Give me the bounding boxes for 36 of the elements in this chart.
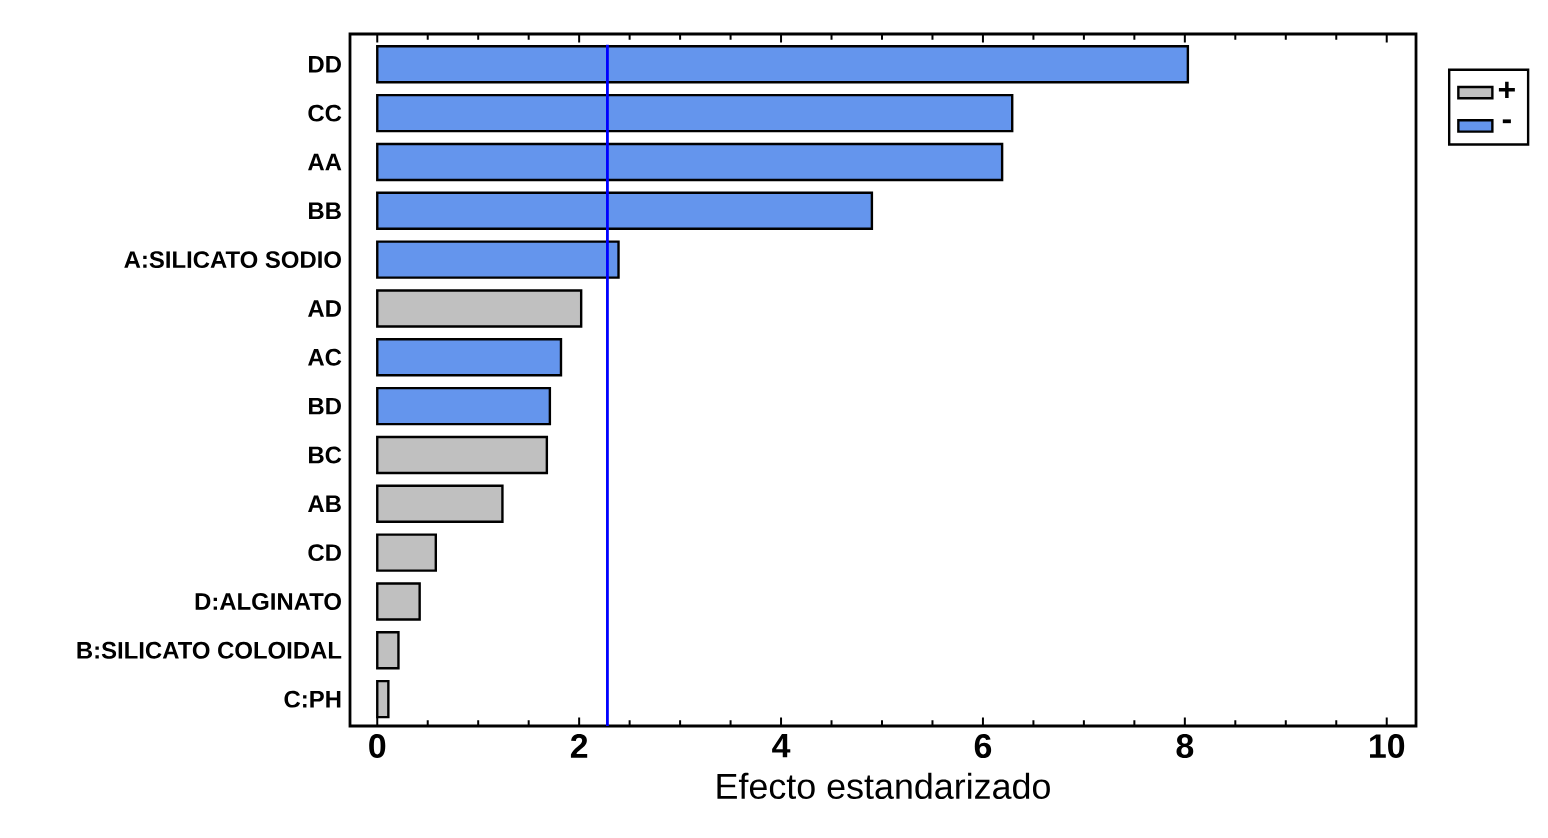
y-tick-label: D:ALGINATO (195, 593, 341, 610)
bar (376, 338, 563, 377)
bar (376, 240, 620, 279)
y-tick-label: CC (308, 104, 342, 122)
x-tick-label: 4 (772, 734, 791, 758)
y-tick-label: AC (308, 348, 342, 366)
bar (376, 484, 504, 523)
x-tick-label: 2 (570, 734, 588, 758)
y-tick-label: BD (309, 397, 341, 415)
bar (376, 142, 1004, 182)
bar (376, 289, 583, 328)
y-tick-label: A:SILICATO SODIO (124, 251, 341, 269)
x-tick-label: 8 (1176, 734, 1194, 759)
y-tick-label: AA (308, 153, 342, 171)
bar (376, 533, 437, 572)
x-tick-label: 0 (369, 734, 386, 759)
legend-label: - (1502, 119, 1511, 124)
bar (376, 386, 552, 426)
y-tick-label: DD (309, 56, 341, 73)
y-tick-label: BC (309, 446, 342, 464)
bar (376, 191, 874, 230)
bar (376, 45, 1190, 84)
y-tick-label: CD (308, 544, 341, 562)
bar (376, 93, 1014, 133)
bar (376, 631, 400, 670)
y-tick-label: AB (308, 495, 341, 513)
x-axis-title: Efecto estandarizado (717, 772, 1050, 800)
legend-label: + (1498, 81, 1515, 98)
y-tick-label: B:SILICATO COLOIDAL (77, 641, 342, 659)
bar (376, 435, 549, 475)
bar (376, 582, 421, 621)
y-tick-label: C:PH (284, 690, 341, 708)
x-tick-label: 10 (1370, 734, 1405, 759)
y-tick-label: AD (308, 300, 341, 317)
x-tick-label: 6 (974, 734, 992, 759)
y-tick-label: BB (309, 202, 341, 220)
